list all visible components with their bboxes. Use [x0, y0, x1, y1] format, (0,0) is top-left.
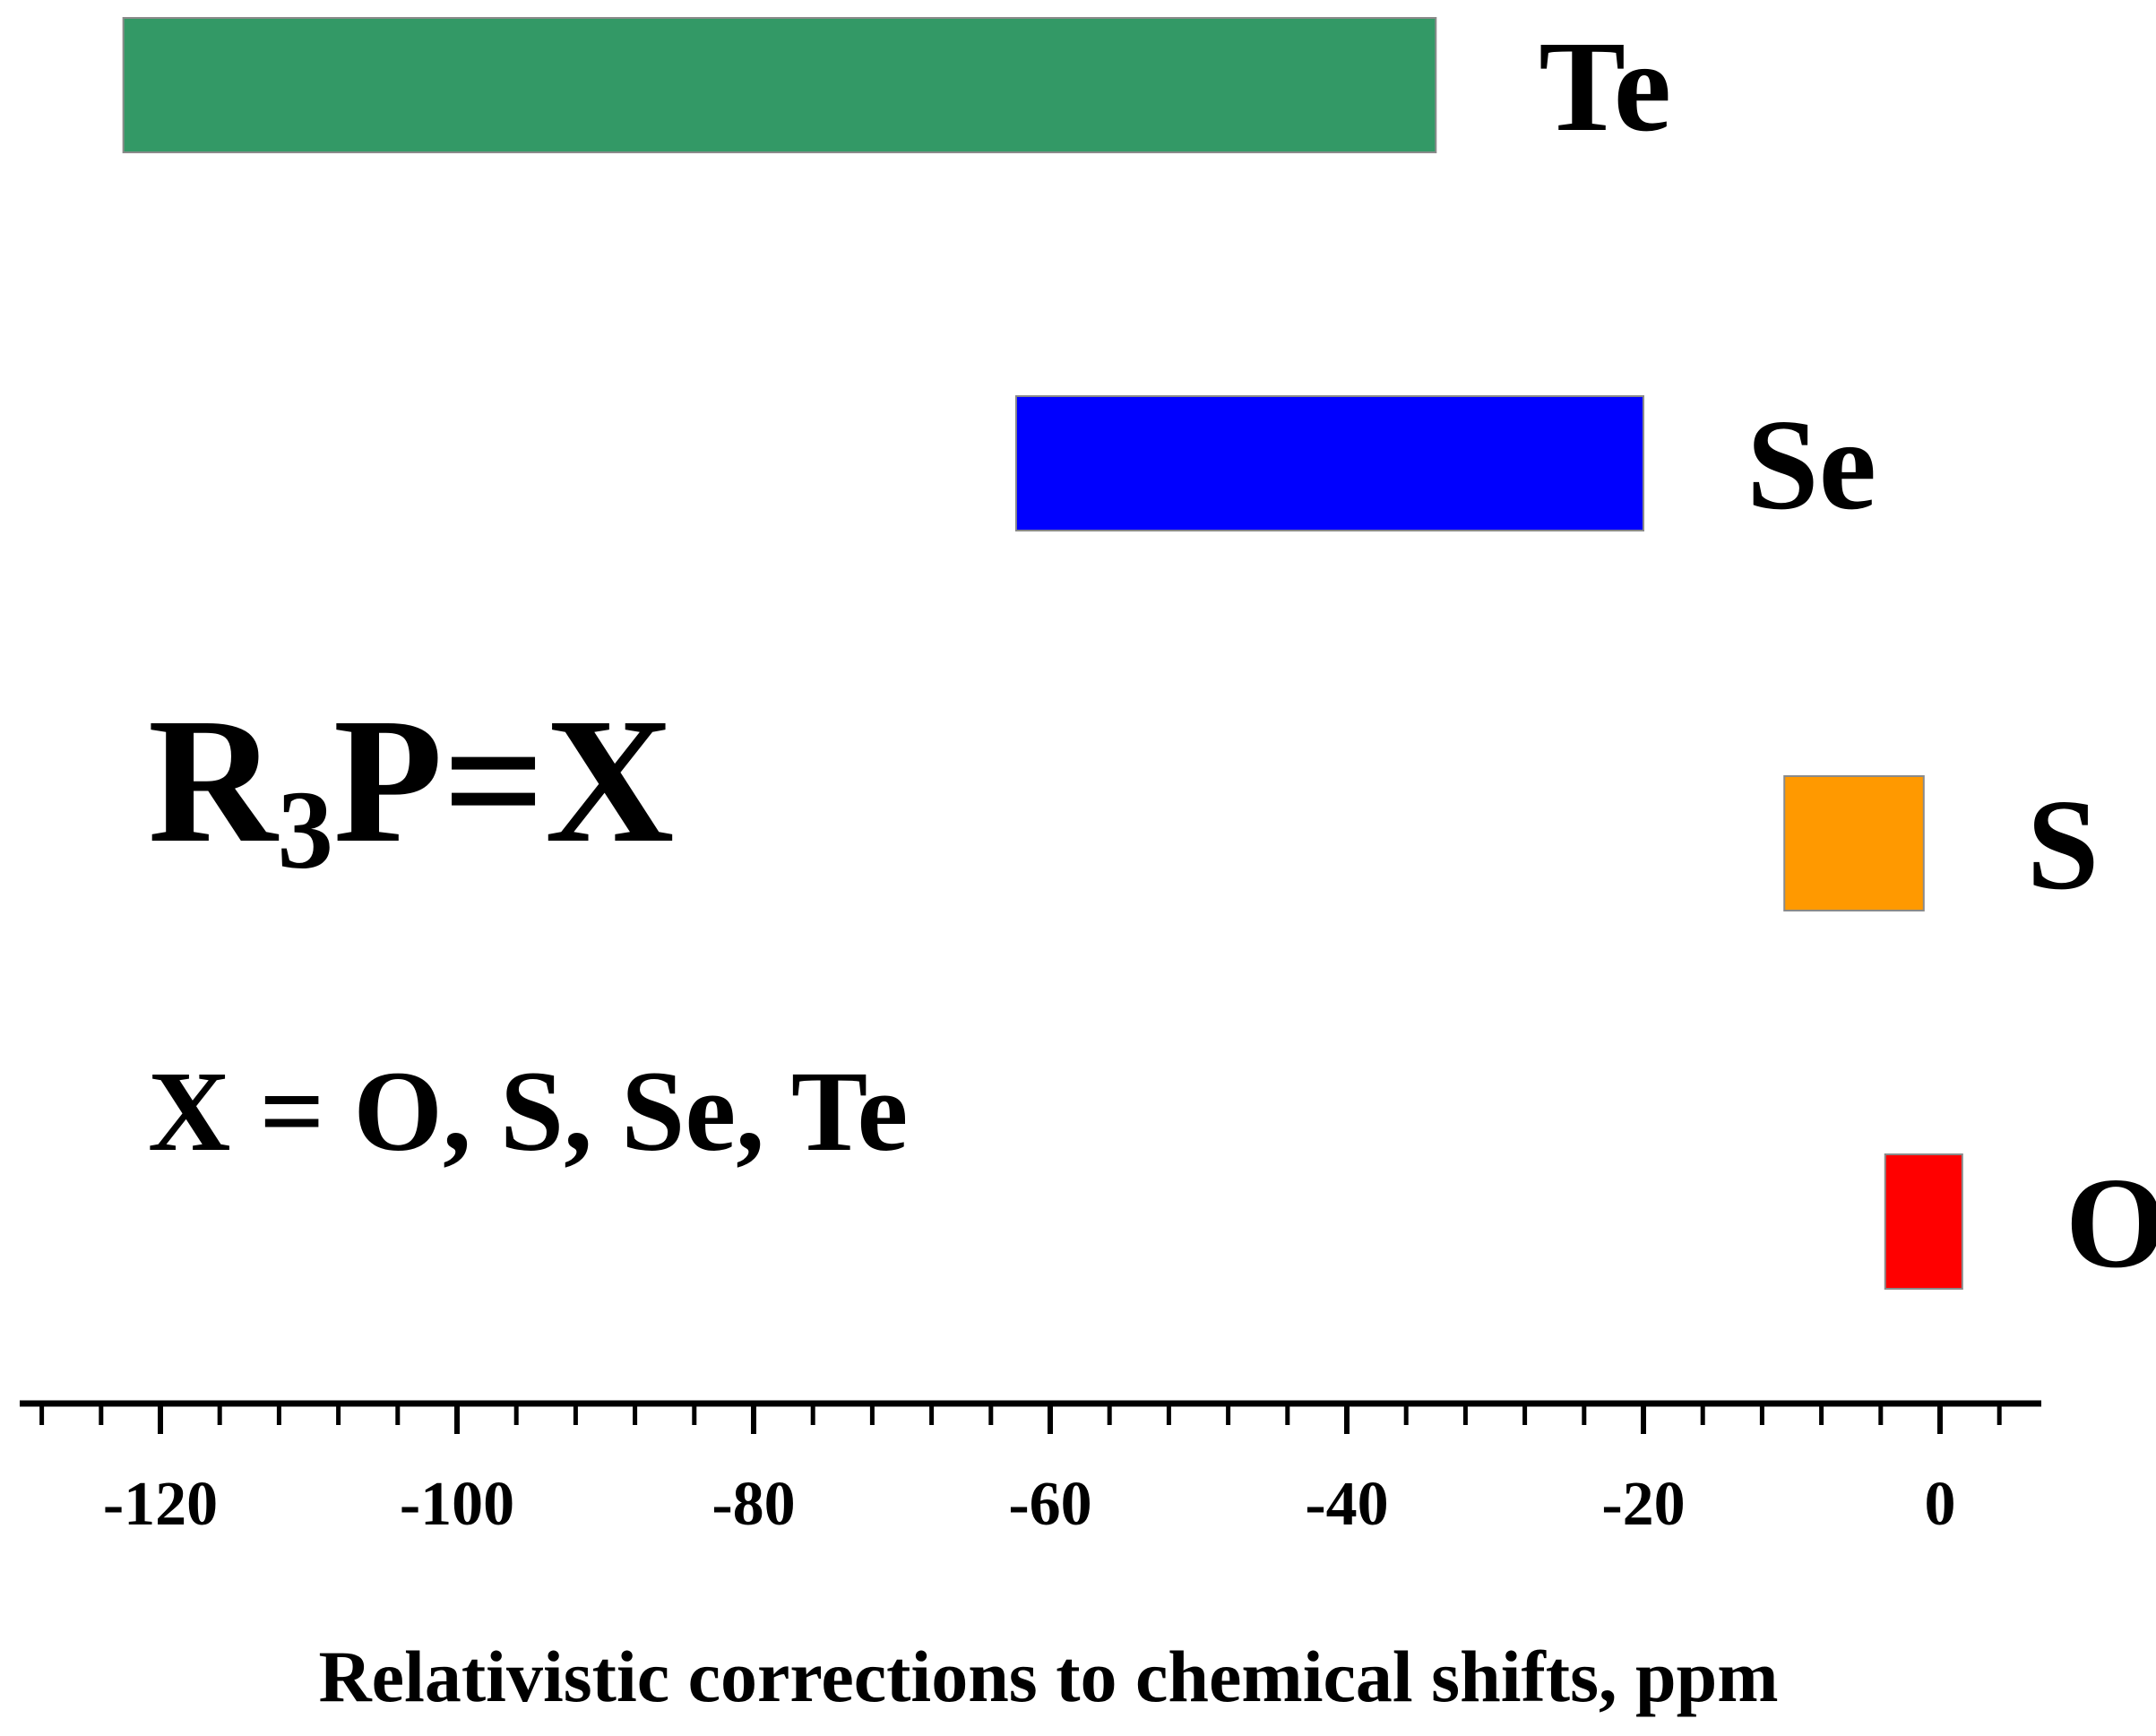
formula-subscript: 3 [277, 769, 333, 893]
bars-group [122, 17, 1963, 1290]
bar-se [1014, 395, 1645, 531]
bar-label-s: S [2027, 773, 2100, 917]
formula-r: R [148, 682, 280, 880]
x-tick-label: -120 [103, 1470, 218, 1539]
substituents-annotation: X = O, S, Se, Te [148, 1048, 908, 1175]
bar-labels-group: Te Se S O [1539, 15, 2156, 1295]
bar-te [122, 17, 1437, 153]
bar-label-o: O [2065, 1152, 2156, 1295]
x-tick-label: -40 [1305, 1470, 1388, 1539]
x-axis-title: Relativistic corrections to chemical shi… [318, 1636, 1778, 1717]
x-tick-label: -80 [711, 1470, 795, 1539]
x-axis: -120 -100 -80 -60 -40 -20 0 [20, 1400, 2041, 1539]
x-tick-label: -100 [400, 1470, 514, 1539]
formula-annotation: R3P=X [148, 682, 675, 893]
x-tick-label: -60 [1008, 1470, 1091, 1539]
formula-rest: P=X [333, 682, 675, 880]
bar-label-te: Te [1539, 15, 1671, 159]
x-tick-label: -20 [1601, 1470, 1685, 1539]
bar-label-se: Se [1746, 393, 1876, 537]
x-tick-label: 0 [1925, 1470, 1956, 1539]
bar-s [1783, 775, 1925, 911]
bar-o [1884, 1153, 1963, 1290]
